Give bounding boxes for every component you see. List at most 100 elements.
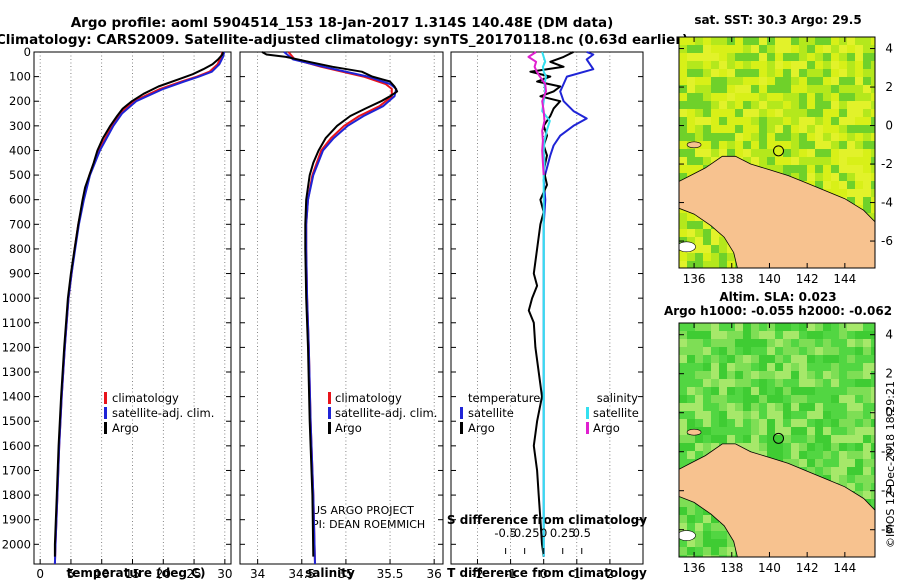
map-cell [831, 443, 839, 451]
map-cell [711, 523, 719, 531]
map-cell [711, 77, 719, 85]
map-cell [703, 109, 711, 117]
map-cell [807, 125, 815, 133]
map-cell [791, 331, 799, 339]
map-cell [863, 85, 871, 93]
map-cell [743, 339, 751, 347]
map-cell [807, 347, 815, 355]
map-x-tick-label: 140 [758, 561, 781, 575]
map-cell [695, 221, 703, 229]
map-cell [783, 85, 791, 93]
map-cell [719, 523, 727, 531]
map-cell [783, 69, 791, 77]
map-cell [775, 403, 783, 411]
map-cell [839, 69, 847, 77]
map-cell [751, 411, 759, 419]
map-cell [823, 411, 831, 419]
island [686, 141, 702, 149]
map-cell [815, 331, 823, 339]
map-cell [831, 77, 839, 85]
legend-climatology: climatology [112, 391, 179, 405]
map-cell [839, 85, 847, 93]
x2-tick-label: -0.25 [510, 526, 540, 540]
map-cell [703, 125, 711, 133]
map-cell [831, 347, 839, 355]
map-cell [751, 157, 759, 165]
map-cell [855, 387, 863, 395]
map-cell [703, 539, 711, 547]
map-cell [799, 395, 807, 403]
map-cell [711, 435, 719, 443]
map-cell [839, 53, 847, 61]
map-cell [679, 499, 687, 507]
x-tick-label: 2 [606, 567, 614, 580]
map-cell [743, 61, 751, 69]
map-cell [727, 547, 735, 555]
map-cell [751, 109, 759, 117]
map-cell [695, 323, 703, 331]
map-cell [687, 45, 695, 53]
map-cell [839, 101, 847, 109]
map-cell [695, 149, 703, 157]
map-cell [767, 363, 775, 371]
sla-map-panel: Altim. SLA: 0.023 Argo h1000: -0.055 h20… [664, 290, 893, 575]
map-cell [743, 371, 751, 379]
map-cell [735, 403, 743, 411]
map-cell [807, 323, 815, 331]
map-cell [703, 245, 711, 253]
map-cell [703, 443, 711, 451]
map-cell [775, 165, 783, 173]
map-cell [855, 323, 863, 331]
map-cell [743, 69, 751, 77]
map-cell [863, 205, 871, 213]
map-cell [847, 125, 855, 133]
map-cell [871, 427, 875, 435]
map-cell [775, 379, 783, 387]
y-tick-label: 1800 [2, 488, 31, 502]
map-cell [871, 61, 875, 69]
map-cell [815, 459, 823, 467]
map-cell [759, 363, 767, 371]
map-cell [759, 133, 767, 141]
legend-temp-argo: Argo [468, 421, 495, 435]
map-cell [727, 245, 735, 253]
map-cell [831, 355, 839, 363]
map-cell [855, 451, 863, 459]
map-cell [751, 331, 759, 339]
map-cell [751, 101, 759, 109]
map-cell [799, 125, 807, 133]
map-cell [759, 37, 767, 45]
temperature-legend: climatology satellite-adj. clim. Argo [104, 391, 214, 435]
map-cell [679, 395, 687, 403]
map-cell [871, 69, 875, 77]
map-cell [791, 53, 799, 61]
map-cell [831, 133, 839, 141]
map-cell [759, 157, 767, 165]
map-cell [855, 45, 863, 53]
map-cell [687, 347, 695, 355]
map-cell [791, 419, 799, 427]
map-cell [855, 53, 863, 61]
map-cell [815, 37, 823, 45]
map-cell [815, 53, 823, 61]
map-cell [863, 363, 871, 371]
map-cell [815, 85, 823, 93]
map-cell [727, 61, 735, 69]
map-cell [743, 141, 751, 149]
legend-sal-argo: Argo [593, 421, 620, 435]
map-cell [783, 149, 791, 157]
map-cell [687, 499, 695, 507]
y-tick-label: 1000 [2, 291, 31, 305]
map-cell [871, 85, 875, 93]
island-white [679, 530, 696, 541]
map-cell [799, 141, 807, 149]
map-cell [847, 37, 855, 45]
map-cell [799, 363, 807, 371]
map-cell [767, 323, 775, 331]
x2-tick-label: 0.5 [573, 526, 591, 540]
map-cell [687, 253, 695, 261]
map-cell [863, 61, 871, 69]
map-cell [831, 85, 839, 93]
map-cell [831, 61, 839, 69]
map-cell [791, 149, 799, 157]
